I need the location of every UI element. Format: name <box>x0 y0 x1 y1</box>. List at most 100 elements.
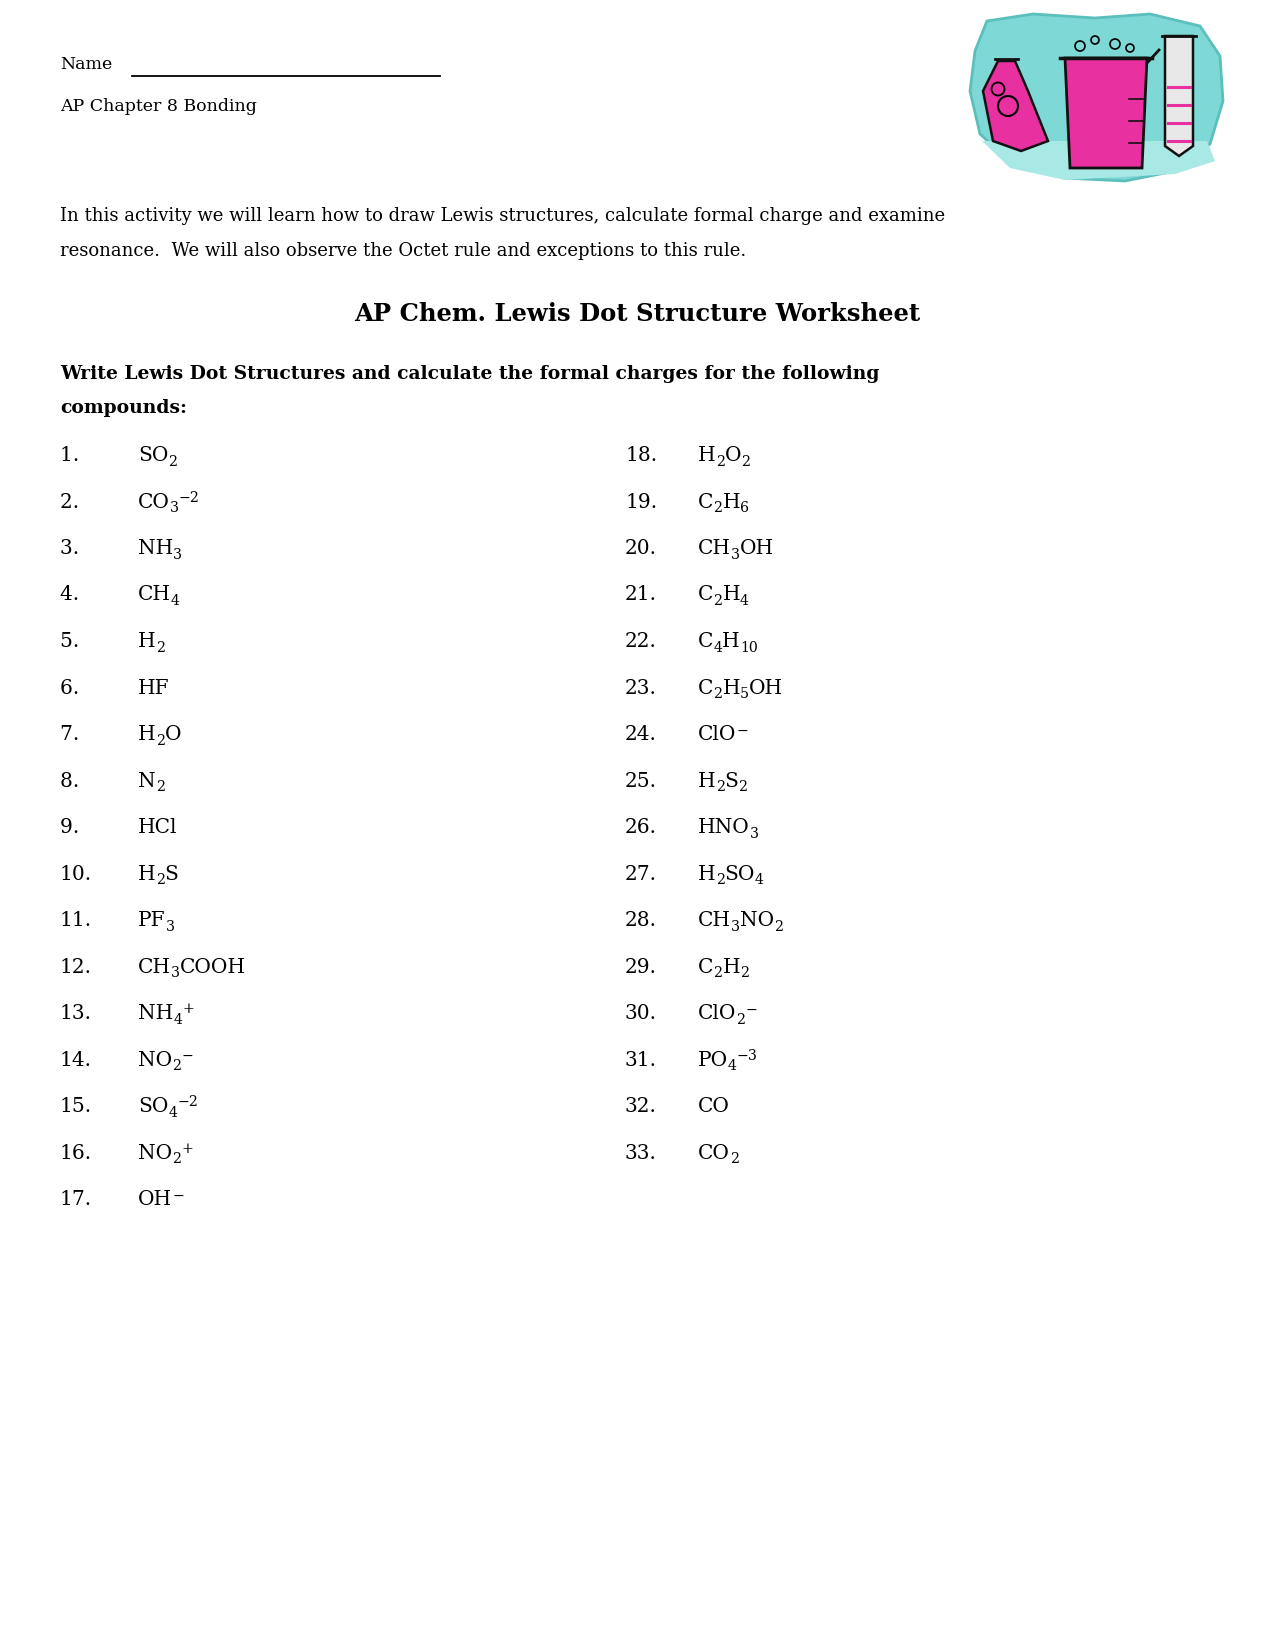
Text: −3: −3 <box>737 1048 757 1063</box>
Text: 14.: 14. <box>60 1050 92 1070</box>
Text: H: H <box>138 725 156 745</box>
Text: 30.: 30. <box>625 1004 657 1024</box>
Text: 2: 2 <box>738 781 747 794</box>
Text: 29.: 29. <box>625 958 657 976</box>
Text: 5.: 5. <box>60 632 92 650</box>
Text: 6: 6 <box>740 502 748 515</box>
Polygon shape <box>1065 58 1148 168</box>
Text: 2: 2 <box>740 966 748 981</box>
Text: 3: 3 <box>750 827 759 840</box>
Text: 2: 2 <box>729 1152 740 1166</box>
Text: 22.: 22. <box>625 632 657 650</box>
Text: 2: 2 <box>714 966 723 981</box>
Text: 3: 3 <box>166 920 175 934</box>
Text: 6.: 6. <box>60 679 92 697</box>
Text: NO: NO <box>138 1050 172 1070</box>
Text: H: H <box>723 492 740 512</box>
Text: 2: 2 <box>774 920 783 934</box>
Text: O: O <box>164 725 181 745</box>
Text: NO: NO <box>138 1144 172 1162</box>
Text: H: H <box>138 865 156 883</box>
Polygon shape <box>970 13 1223 182</box>
Text: HCl: HCl <box>138 817 177 837</box>
Text: 13.: 13. <box>60 1004 92 1024</box>
Text: 10: 10 <box>740 641 757 655</box>
Text: C: C <box>697 958 714 976</box>
Text: CH: CH <box>138 958 171 976</box>
Text: 3: 3 <box>170 502 179 515</box>
Text: Name: Name <box>60 56 112 73</box>
Text: compounds:: compounds: <box>60 400 187 418</box>
Text: SO: SO <box>138 446 168 466</box>
Text: 20.: 20. <box>625 538 657 558</box>
Text: 4: 4 <box>728 1060 737 1073</box>
Text: 2: 2 <box>715 873 724 887</box>
Text: 15.: 15. <box>60 1096 92 1116</box>
Text: 2: 2 <box>156 873 164 887</box>
Text: 18.: 18. <box>625 446 657 466</box>
Text: 2: 2 <box>168 456 177 469</box>
Polygon shape <box>1165 36 1193 155</box>
Polygon shape <box>983 61 1048 150</box>
Text: C: C <box>697 632 714 650</box>
Text: H: H <box>723 679 740 697</box>
Text: SO: SO <box>138 1096 168 1116</box>
Text: 2: 2 <box>715 456 724 469</box>
Text: 23.: 23. <box>625 679 657 697</box>
Text: H: H <box>723 958 740 976</box>
Text: 3.: 3. <box>60 538 92 558</box>
Text: H: H <box>723 586 740 604</box>
Text: OH: OH <box>138 1190 172 1209</box>
Text: resonance.  We will also observe the Octet rule and exceptions to this rule.: resonance. We will also observe the Octe… <box>60 243 746 259</box>
Text: O: O <box>724 446 741 466</box>
Text: S: S <box>164 865 178 883</box>
Text: 2: 2 <box>172 1152 181 1166</box>
Text: 4: 4 <box>168 1106 177 1119</box>
Text: 16.: 16. <box>60 1144 92 1162</box>
Text: C: C <box>697 679 714 697</box>
Text: −: − <box>746 1002 757 1017</box>
Text: 5: 5 <box>740 687 750 702</box>
Text: 2: 2 <box>714 687 723 702</box>
Text: 3: 3 <box>173 548 182 561</box>
Text: 33.: 33. <box>625 1144 657 1162</box>
Text: 19.: 19. <box>625 492 657 512</box>
Polygon shape <box>977 135 1215 180</box>
Text: 10.: 10. <box>60 865 92 883</box>
Text: CH: CH <box>697 911 731 930</box>
Text: H: H <box>138 632 156 650</box>
Text: 1.: 1. <box>60 446 92 466</box>
Text: C: C <box>697 586 714 604</box>
Text: 25.: 25. <box>625 771 657 791</box>
Text: 8.: 8. <box>60 771 92 791</box>
Text: CO: CO <box>138 492 170 512</box>
Text: In this activity we will learn how to draw Lewis structures, calculate formal ch: In this activity we will learn how to dr… <box>60 206 945 225</box>
Text: C: C <box>697 492 714 512</box>
Text: 2: 2 <box>741 456 750 469</box>
Text: 26.: 26. <box>625 817 657 837</box>
Text: 11.: 11. <box>60 911 92 930</box>
Text: 2: 2 <box>714 594 723 608</box>
Text: SO: SO <box>724 865 755 883</box>
Text: −2: −2 <box>177 1096 198 1109</box>
Text: 2: 2 <box>737 1012 746 1027</box>
Text: 2: 2 <box>715 781 724 794</box>
Text: ClO: ClO <box>697 1004 737 1024</box>
Text: NO: NO <box>740 911 774 930</box>
Text: 4: 4 <box>171 594 180 608</box>
Text: −: − <box>737 723 748 738</box>
Text: 4: 4 <box>755 873 764 887</box>
Text: PO: PO <box>697 1050 728 1070</box>
Text: 2: 2 <box>714 502 723 515</box>
Text: −2: −2 <box>179 490 200 505</box>
Text: ClO: ClO <box>697 725 737 745</box>
Text: 3: 3 <box>731 920 739 934</box>
Text: +: + <box>182 1002 194 1017</box>
Text: 27.: 27. <box>625 865 657 883</box>
Text: 2: 2 <box>172 1060 181 1073</box>
Text: CO: CO <box>697 1096 729 1116</box>
Text: H: H <box>697 771 715 791</box>
Text: N: N <box>138 771 156 791</box>
Text: OH: OH <box>740 538 774 558</box>
Text: AP Chapter 8 Bonding: AP Chapter 8 Bonding <box>60 97 256 116</box>
